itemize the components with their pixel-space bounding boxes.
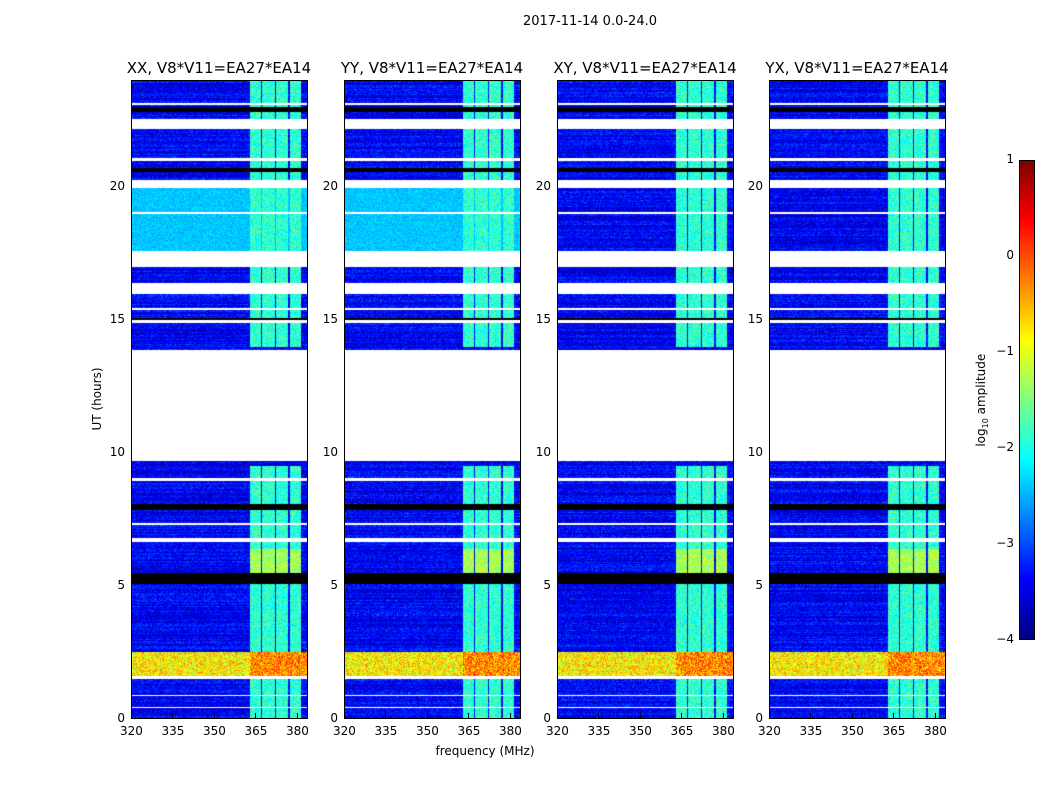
x-tick-label: 320: [546, 724, 569, 738]
y-tick-label: 0: [330, 711, 338, 725]
x-tick-label: 350: [628, 724, 652, 738]
x-tick-label: 335: [587, 724, 611, 738]
x-tick-label: 365: [244, 724, 268, 738]
cb-label-log: log: [973, 428, 988, 447]
y-tick-label: 10: [535, 444, 551, 459]
x-tick: [557, 713, 558, 719]
x-tick: [639, 713, 641, 719]
colorbar-tick-label: 1: [1006, 152, 1014, 166]
y-tick-label: 15: [109, 311, 125, 326]
x-tick: [769, 713, 770, 719]
x-tick: [722, 713, 724, 719]
colorbar: [1019, 160, 1035, 640]
x-tick-label: 335: [374, 724, 398, 738]
x-tick: [851, 713, 853, 719]
x-tick: [131, 713, 132, 719]
x-tick: [893, 713, 895, 719]
heatmap-image: [770, 81, 945, 718]
y-tick-label: 5: [755, 577, 763, 592]
heatmap-panel: [131, 80, 308, 719]
x-tick-label: 380: [498, 724, 522, 738]
y-tick-label: 20: [535, 178, 551, 193]
x-tick-label: 335: [799, 724, 823, 738]
colorbar-label: log10 amplitude: [974, 340, 990, 460]
cb-label-sub: 10: [981, 418, 991, 429]
heatmap-panel: [769, 80, 946, 719]
x-tick: [426, 713, 428, 719]
x-tick-label: 320: [758, 724, 781, 738]
x-tick: [385, 713, 387, 719]
x-tick: [509, 713, 511, 719]
y-tick-label: 10: [322, 444, 338, 459]
y-tick-label: 20: [109, 178, 125, 193]
panel-title: XX, V8*V11=EA27*EA14: [126, 59, 312, 77]
x-tick: [681, 713, 683, 719]
x-tick-label: 320: [333, 724, 356, 738]
y-tick-label: 0: [755, 711, 763, 725]
x-tick: [810, 713, 812, 719]
colorbar-tick-label: −3: [996, 536, 1014, 550]
x-tick-label: 365: [670, 724, 694, 738]
y-tick-label: 10: [109, 444, 125, 459]
x-tick: [213, 713, 215, 719]
colorbar-tick-label: −2: [996, 440, 1014, 454]
x-tick-label: 350: [840, 724, 864, 738]
x-tick-label: 335: [161, 724, 185, 738]
x-axis-label: frequency (MHz): [435, 744, 535, 758]
x-tick: [172, 713, 174, 719]
heatmap-image: [132, 81, 307, 718]
y-tick-label: 15: [535, 311, 551, 326]
x-tick: [296, 713, 298, 719]
colorbar-tick-label: −1: [996, 344, 1014, 358]
y-axis-label: UT (hours): [90, 367, 104, 431]
figure-title: 2017-11-14 0.0-24.0: [523, 14, 657, 29]
y-tick-label: 15: [322, 311, 338, 326]
heatmap-panel: [557, 80, 734, 719]
x-tick-label: 350: [415, 724, 439, 738]
panel-title: YX, V8*V11=EA27*EA14: [765, 59, 949, 77]
x-tick: [598, 713, 600, 719]
x-tick-label: 380: [285, 724, 309, 738]
x-tick-label: 380: [923, 724, 947, 738]
x-tick-label: 365: [882, 724, 906, 738]
y-tick-label: 20: [747, 178, 763, 193]
x-tick: [344, 713, 345, 719]
x-tick-label: 350: [202, 724, 226, 738]
colorbar-tick-label: 0: [1006, 248, 1014, 262]
heatmap-image: [345, 81, 520, 718]
colorbar-tick-label: −4: [996, 632, 1014, 646]
y-tick-label: 0: [117, 711, 125, 725]
y-tick-label: 5: [543, 577, 551, 592]
x-tick: [255, 713, 257, 719]
y-tick-label: 20: [322, 178, 338, 193]
y-tick-label: 5: [330, 577, 338, 592]
x-tick: [934, 713, 936, 719]
panel-title: YY, V8*V11=EA27*EA14: [340, 59, 524, 77]
x-tick-label: 320: [120, 724, 143, 738]
x-tick-label: 365: [457, 724, 481, 738]
heatmap-image: [558, 81, 733, 718]
heatmap-panel: [344, 80, 521, 719]
x-tick: [468, 713, 470, 719]
y-tick-label: 0: [543, 711, 551, 725]
y-tick-label: 15: [747, 311, 763, 326]
panel-title: XY, V8*V11=EA27*EA14: [553, 59, 737, 77]
x-tick-label: 380: [711, 724, 735, 738]
cb-label-rest: amplitude: [973, 353, 988, 419]
y-tick-label: 10: [747, 444, 763, 459]
y-tick-label: 5: [117, 577, 125, 592]
